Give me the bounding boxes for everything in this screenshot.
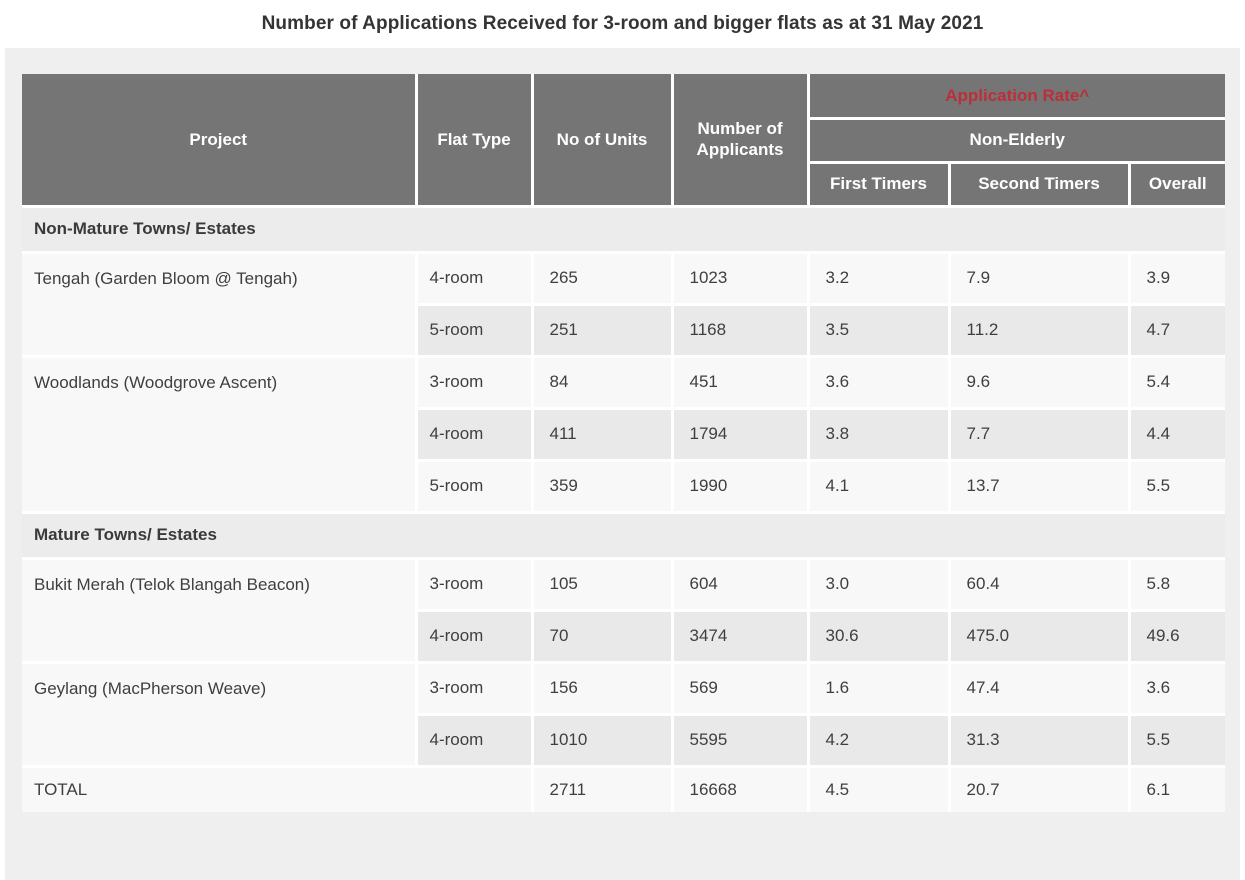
overall-cell: 5.5 [1129, 460, 1225, 512]
overall-cell: 5.8 [1129, 558, 1225, 610]
units-cell: 105 [532, 558, 672, 610]
flat-type-cell: 4-room [416, 252, 532, 304]
units-cell: 265 [532, 252, 672, 304]
first-timers-cell: 1.6 [808, 662, 949, 714]
overall-cell: 49.6 [1129, 610, 1225, 662]
total-units-cell: 2711 [532, 766, 672, 812]
second-timers-cell: 60.4 [949, 558, 1129, 610]
col-header-applicants: Number of Applicants [672, 74, 808, 206]
units-cell: 1010 [532, 714, 672, 766]
total-applicants-cell: 16668 [672, 766, 808, 812]
col-header-units: No of Units [532, 74, 672, 206]
col-header-first-timers: First Timers [808, 162, 949, 206]
second-timers-cell: 31.3 [949, 714, 1129, 766]
table-row: Tengah (Garden Bloom @ Tengah) 4-room 26… [22, 252, 1225, 304]
second-timers-cell: 7.9 [949, 252, 1129, 304]
table-row: Geylang (MacPherson Weave) 3-room 156 56… [22, 662, 1225, 714]
total-second-timers-cell: 20.7 [949, 766, 1129, 812]
units-cell: 411 [532, 408, 672, 460]
table-row: Bukit Merah (Telok Blangah Beacon) 3-roo… [22, 558, 1225, 610]
total-first-timers-cell: 4.5 [808, 766, 949, 812]
table-container: Project Flat Type No of Units Number of … [5, 48, 1240, 880]
overall-cell: 3.6 [1129, 662, 1225, 714]
applications-table: Project Flat Type No of Units Number of … [22, 74, 1225, 812]
section-label: Mature Towns/ Estates [22, 512, 1225, 558]
second-timers-cell: 13.7 [949, 460, 1129, 512]
overall-cell: 5.4 [1129, 356, 1225, 408]
flat-type-cell: 4-room [416, 408, 532, 460]
first-timers-cell: 3.5 [808, 304, 949, 356]
project-cell: Tengah (Garden Bloom @ Tengah) [22, 252, 416, 356]
table-header: Project Flat Type No of Units Number of … [22, 74, 1225, 206]
first-timers-cell: 3.2 [808, 252, 949, 304]
first-timers-cell: 3.8 [808, 408, 949, 460]
col-header-project: Project [22, 74, 416, 206]
title-bar: Number of Applications Received for 3-ro… [0, 0, 1245, 48]
section-row: Non-Mature Towns/ Estates [22, 206, 1225, 252]
total-label-cell: TOTAL [22, 766, 532, 812]
applicants-cell: 1168 [672, 304, 808, 356]
applicants-cell: 604 [672, 558, 808, 610]
applicants-cell: 1990 [672, 460, 808, 512]
first-timers-cell: 4.1 [808, 460, 949, 512]
total-overall-cell: 6.1 [1129, 766, 1225, 812]
second-timers-cell: 7.7 [949, 408, 1129, 460]
overall-cell: 5.5 [1129, 714, 1225, 766]
units-cell: 70 [532, 610, 672, 662]
applicants-cell: 451 [672, 356, 808, 408]
flat-type-cell: 4-room [416, 714, 532, 766]
flat-type-cell: 5-room [416, 460, 532, 512]
second-timers-cell: 47.4 [949, 662, 1129, 714]
col-header-application-rate: Application Rate^ [808, 74, 1225, 118]
total-row: TOTAL 2711 16668 4.5 20.7 6.1 [22, 766, 1225, 812]
second-timers-cell: 9.6 [949, 356, 1129, 408]
units-cell: 251 [532, 304, 672, 356]
units-cell: 84 [532, 356, 672, 408]
applicants-cell: 3474 [672, 610, 808, 662]
first-timers-cell: 4.2 [808, 714, 949, 766]
applicants-cell: 5595 [672, 714, 808, 766]
section-row: Mature Towns/ Estates [22, 512, 1225, 558]
col-header-second-timers: Second Timers [949, 162, 1129, 206]
project-cell: Geylang (MacPherson Weave) [22, 662, 416, 766]
overall-cell: 3.9 [1129, 252, 1225, 304]
overall-cell: 4.7 [1129, 304, 1225, 356]
applicants-cell: 1023 [672, 252, 808, 304]
col-header-flat-type: Flat Type [416, 74, 532, 206]
flat-type-cell: 5-room [416, 304, 532, 356]
first-timers-cell: 3.0 [808, 558, 949, 610]
flat-type-cell: 3-room [416, 558, 532, 610]
col-header-overall: Overall [1129, 162, 1225, 206]
overall-cell: 4.4 [1129, 408, 1225, 460]
first-timers-cell: 30.6 [808, 610, 949, 662]
flat-type-cell: 3-room [416, 356, 532, 408]
applicants-cell: 1794 [672, 408, 808, 460]
first-timers-cell: 3.6 [808, 356, 949, 408]
project-cell: Woodlands (Woodgrove Ascent) [22, 356, 416, 512]
units-cell: 156 [532, 662, 672, 714]
col-header-non-elderly: Non-Elderly [808, 118, 1225, 162]
applicants-cell: 569 [672, 662, 808, 714]
flat-type-cell: 4-room [416, 610, 532, 662]
second-timers-cell: 475.0 [949, 610, 1129, 662]
second-timers-cell: 11.2 [949, 304, 1129, 356]
units-cell: 359 [532, 460, 672, 512]
table-row: Woodlands (Woodgrove Ascent) 3-room 84 4… [22, 356, 1225, 408]
table-title: Number of Applications Received for 3-ro… [262, 13, 984, 35]
flat-type-cell: 3-room [416, 662, 532, 714]
project-cell: Bukit Merah (Telok Blangah Beacon) [22, 558, 416, 662]
section-label: Non-Mature Towns/ Estates [22, 206, 1225, 252]
